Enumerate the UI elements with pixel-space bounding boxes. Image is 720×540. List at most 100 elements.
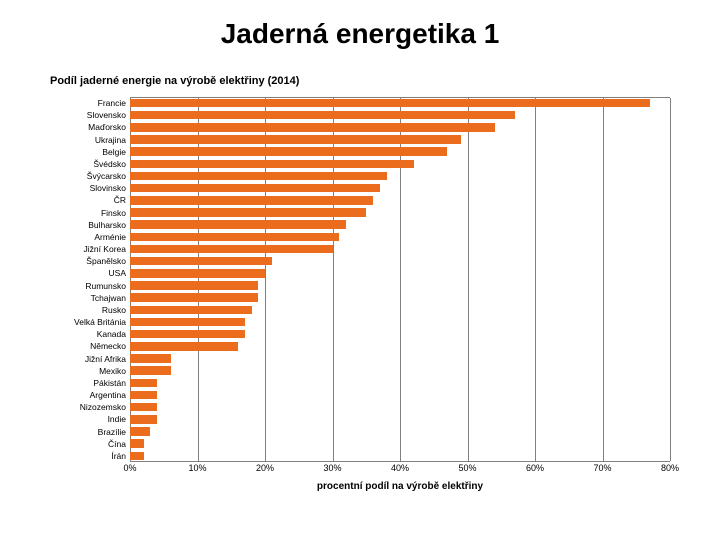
bar-row: Jižní Afrika [130, 353, 670, 365]
bar-row: Ukrajina [130, 134, 670, 146]
bar-row: Írán [130, 450, 670, 462]
slide: Jaderná energetika 1 Podíl jaderné energ… [0, 0, 720, 540]
category-label: Argentina [90, 389, 130, 401]
category-label: USA [109, 267, 130, 279]
category-label: Brazílie [98, 426, 130, 438]
bar [130, 330, 245, 339]
bar-row: Jižní Korea [130, 243, 670, 255]
category-label: Francie [98, 97, 130, 109]
category-label: Slovensko [87, 109, 130, 121]
bar [130, 415, 157, 424]
bar-row: Kanada [130, 328, 670, 340]
category-label: Finsko [101, 207, 130, 219]
bar [130, 318, 245, 327]
x-tick-label: 60% [526, 463, 544, 473]
category-label: Rumunsko [85, 280, 130, 292]
bar [130, 245, 333, 254]
bar-row: Švédsko [130, 158, 670, 170]
bar [130, 111, 515, 120]
bar [130, 135, 461, 144]
category-label: Mexiko [99, 365, 130, 377]
bar-row: Brazílie [130, 426, 670, 438]
bar-row: Pákistán [130, 377, 670, 389]
category-label: Rusko [102, 304, 130, 316]
category-label: Ukrajina [95, 134, 130, 146]
x-ticks: 0%10%20%30%40%50%60%70%80% [130, 463, 670, 477]
bar [130, 160, 414, 169]
bar-row: Slovensko [130, 109, 670, 121]
bar [130, 354, 171, 363]
bar-row: Rusko [130, 304, 670, 316]
x-tick-label: 10% [188, 463, 206, 473]
bar-row: Německo [130, 340, 670, 352]
category-label: ČR [114, 194, 130, 206]
bar-row: Nizozemsko [130, 401, 670, 413]
plot-area: FrancieSlovenskoMaďorskoUkrajinaBelgieŠv… [50, 97, 670, 492]
x-tick-label: 20% [256, 463, 274, 473]
x-axis-title: procentní podíl na výrobě elektřiny [130, 481, 670, 492]
x-tick-label: 0% [123, 463, 136, 473]
category-label: Slovinsko [90, 182, 130, 194]
category-label: Velká Británia [74, 316, 130, 328]
category-label: Nizozemsko [80, 401, 130, 413]
bar-row: Arménie [130, 231, 670, 243]
bar-row: USA [130, 267, 670, 279]
bar [130, 172, 387, 181]
category-label: Írán [111, 450, 130, 462]
bar [130, 269, 265, 278]
bar-row: Bulharsko [130, 219, 670, 231]
x-tick-label: 80% [661, 463, 679, 473]
bar [130, 257, 272, 266]
bar-row: Švýcarsko [130, 170, 670, 182]
bar-row: Maďorsko [130, 121, 670, 133]
bar [130, 99, 650, 108]
bar [130, 233, 339, 242]
chart-title: Podíl jaderné energie na výrobě elektřin… [50, 75, 670, 87]
bar-row: Tchajwan [130, 292, 670, 304]
bar-row: Argentina [130, 389, 670, 401]
bar [130, 196, 373, 205]
bar-row: Belgie [130, 146, 670, 158]
x-tick-label: 40% [391, 463, 409, 473]
bars-container: FrancieSlovenskoMaďorskoUkrajinaBelgieŠv… [130, 97, 670, 462]
bar-row: Rumunsko [130, 280, 670, 292]
category-label: Švédsko [93, 158, 130, 170]
grid-line [670, 98, 671, 461]
bar [130, 403, 157, 412]
bar [130, 379, 157, 388]
chart: Podíl jaderné energie na výrobě elektřin… [50, 75, 670, 525]
bar [130, 427, 150, 436]
category-label: Maďorsko [88, 121, 130, 133]
bar [130, 306, 252, 315]
bar [130, 366, 171, 375]
bar-row: ČR [130, 194, 670, 206]
bar [130, 391, 157, 400]
category-label: Indie [108, 413, 130, 425]
bar [130, 293, 258, 302]
bar [130, 439, 144, 448]
x-tick-label: 70% [593, 463, 611, 473]
category-label: Švýcarsko [87, 170, 130, 182]
bar-row: Finsko [130, 207, 670, 219]
bar [130, 184, 380, 193]
category-label: Belgie [102, 146, 130, 158]
x-tick-label: 50% [458, 463, 476, 473]
category-label: Jižní Afrika [85, 353, 130, 365]
bar [130, 147, 447, 156]
slide-title: Jaderná energetika 1 [0, 18, 720, 50]
bar [130, 281, 258, 290]
bar-row: Velká Británia [130, 316, 670, 328]
bar-row: Španělsko [130, 255, 670, 267]
category-label: Čína [108, 438, 130, 450]
bar [130, 342, 238, 351]
category-label: Kanada [97, 328, 130, 340]
bar [130, 452, 144, 461]
bar [130, 208, 366, 217]
category-label: Bulharsko [88, 219, 130, 231]
bar-row: Francie [130, 97, 670, 109]
bar [130, 123, 495, 132]
bar-row: Indie [130, 413, 670, 425]
category-label: Německo [90, 340, 130, 352]
category-label: Jižní Korea [83, 243, 130, 255]
bar-row: Slovinsko [130, 182, 670, 194]
